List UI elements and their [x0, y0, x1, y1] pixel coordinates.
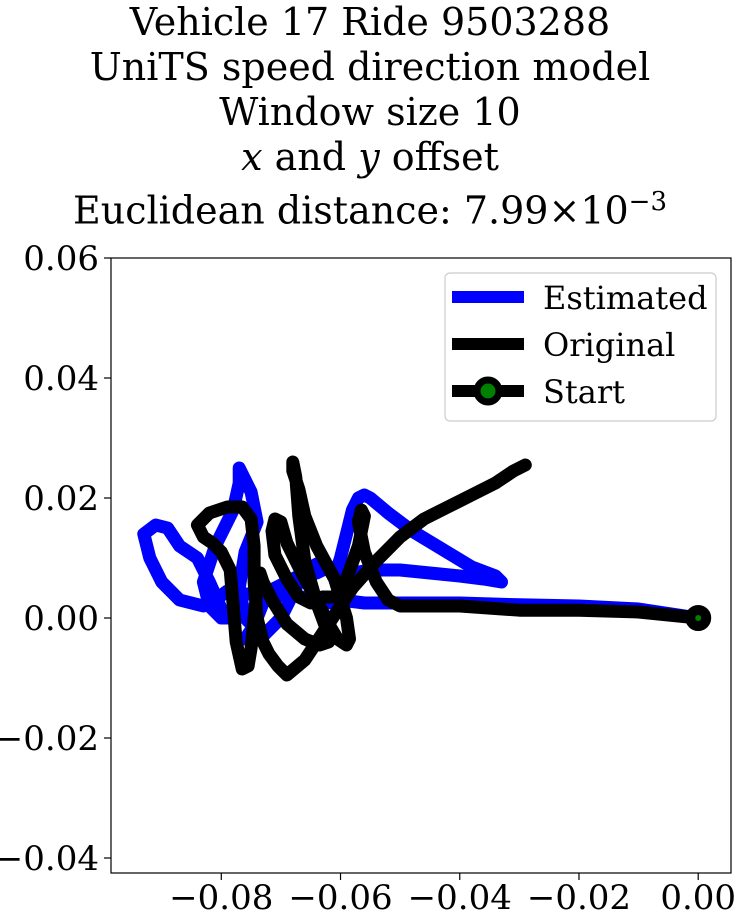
title-distance-exponent: −3	[628, 187, 667, 217]
original-trajectory-line	[190, 455, 705, 682]
x-tick-label: −0.06	[288, 878, 392, 918]
legend-original-label: Original	[543, 326, 675, 364]
y-tick-label: 0.04	[23, 359, 99, 399]
title-distance-prefix: Euclidean distance:	[73, 188, 464, 233]
title-line-3: Window size 10	[219, 90, 521, 134]
title-line-5: Euclidean distance: 7.99×10−3	[0, 180, 740, 233]
title-distance-base: 10	[580, 188, 629, 233]
legend-frame	[444, 272, 717, 422]
plot-frame	[110, 257, 732, 874]
title-var-y: y	[358, 135, 380, 179]
y-tick-label: −0.02	[0, 719, 99, 759]
title-var-x: x	[241, 135, 263, 179]
title-offset: offset	[379, 135, 499, 179]
series-layer	[137, 455, 712, 682]
legend-start-label: Start	[543, 373, 625, 411]
legend: Estimated Original Start	[444, 272, 717, 422]
y-tick-label: 0.00	[23, 599, 99, 639]
x-axis: −0.08 −0.06 −0.04 −0.02 0.00	[169, 873, 736, 918]
y-axis: −0.04 −0.02 0.00 0.02 0.04 0.06	[0, 239, 111, 879]
x-tick-label: −0.08	[169, 878, 273, 918]
title-and: and	[262, 135, 359, 179]
x-tick-label: −0.02	[527, 878, 631, 918]
start-marker	[685, 605, 712, 631]
x-tick-label: −0.04	[408, 878, 512, 918]
title-line-2: UniTS speed direction model	[89, 45, 651, 89]
y-tick-label: 0.02	[23, 479, 99, 519]
legend-start-swatch-marker	[473, 376, 503, 406]
title-distance-mantissa: 7.99	[463, 188, 549, 233]
title-distance-times: ×	[548, 188, 581, 233]
title-line-4: x and y offset	[0, 135, 740, 180]
x-tick-label: 0.00	[660, 878, 736, 918]
y-tick-label: 0.06	[23, 239, 99, 279]
chart-title: Vehicle 17 Ride 9503288 UniTS speed dire…	[0, 0, 740, 233]
title-line-1: Vehicle 17 Ride 9503288	[129, 0, 611, 44]
legend-estimated-label: Estimated	[543, 279, 708, 317]
y-tick-label: −0.04	[0, 839, 99, 879]
